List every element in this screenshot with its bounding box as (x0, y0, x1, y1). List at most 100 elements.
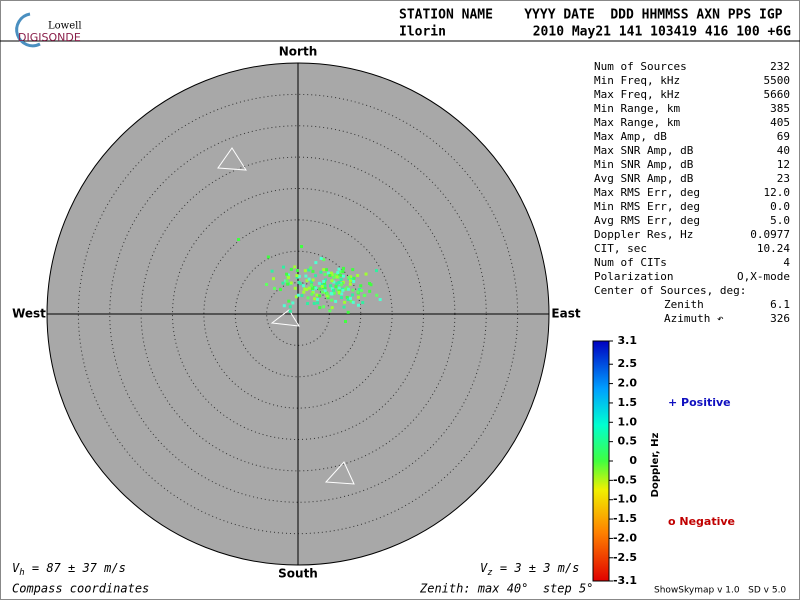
source-dot (311, 269, 315, 273)
source-dot (315, 293, 319, 297)
colorbar-tick-label: -2.5 (613, 551, 637, 564)
stat-value: 4 (783, 256, 790, 269)
source-dot (306, 296, 310, 300)
source-dot (288, 305, 292, 309)
source-dot (325, 292, 329, 296)
source-dot (356, 303, 360, 307)
colorbar-tick-label: -3.1 (613, 574, 637, 587)
source-dot (307, 277, 311, 281)
azimuth-value: 326 (770, 312, 790, 325)
source-dot (322, 279, 326, 283)
source-dot (311, 278, 315, 282)
source-dot (326, 271, 330, 275)
source-dot (312, 285, 316, 289)
source-dot (304, 274, 308, 278)
antenna-marker (324, 461, 355, 485)
source-dot (375, 293, 379, 297)
source-dot (335, 282, 339, 286)
source-dot (361, 301, 365, 305)
source-dot (341, 266, 345, 270)
source-dot (323, 286, 327, 290)
vh-rest: = 87 ± 37 m/s (25, 561, 126, 575)
source-dot (318, 294, 322, 298)
source-dot (325, 268, 329, 272)
stat-label: Num of CITs (594, 256, 667, 269)
source-dot (305, 279, 309, 283)
colorbar-tick-label: 1.5 (618, 396, 638, 409)
source-dot (323, 283, 327, 287)
source-dot (300, 245, 303, 248)
stats-table: Num of Sources 232 Min Freq, kHz 5500 Max Fr… (594, 60, 790, 325)
source-dot (351, 293, 355, 297)
source-dot (287, 299, 291, 303)
source-dot (300, 294, 304, 298)
stat-value: 12 (777, 158, 790, 171)
colorbar-tick-label: -2.0 (613, 531, 637, 544)
source-dot (335, 275, 339, 279)
source-dot (330, 287, 334, 291)
source-dot (356, 295, 360, 299)
vh-v: V (12, 561, 20, 575)
source-dot (319, 270, 323, 274)
stat-label: Max RMS Err, deg (594, 186, 700, 199)
source-dot (351, 288, 355, 292)
source-dot (346, 297, 350, 301)
source-dot (303, 269, 307, 273)
source-dot (295, 268, 299, 272)
logo-top: Lowell (48, 21, 82, 32)
negative-legend: o Negative (668, 515, 735, 528)
source-dot (305, 288, 309, 292)
source-dot (351, 268, 355, 272)
source-dot (311, 287, 315, 291)
source-dot (350, 277, 354, 281)
skymap (46, 62, 550, 566)
source-dot (289, 281, 293, 285)
source-dot (316, 301, 320, 305)
source-dot (318, 287, 322, 291)
stat-label: Min Range, km (594, 102, 680, 115)
stat-label: Min SNR Amp, dB (594, 158, 694, 171)
source-dot (368, 289, 372, 293)
stat-value: 405 (770, 116, 790, 129)
source-dot (334, 299, 338, 303)
source-dot (288, 309, 292, 313)
source-dot (357, 287, 361, 291)
colorbar-tick-label: 0.5 (618, 435, 638, 448)
stat-value: 5660 (764, 88, 791, 101)
source-dot (332, 275, 336, 279)
source-dot (368, 282, 371, 285)
source-dot (309, 283, 313, 287)
source-dot (310, 280, 314, 284)
source-dot (272, 277, 276, 281)
stat-label: Max Range, km (594, 116, 680, 129)
source-dot (339, 277, 343, 281)
source-dot (285, 279, 289, 283)
source-dot (352, 276, 356, 280)
source-dot (340, 292, 344, 296)
source-dot (332, 288, 336, 292)
source-dot (330, 279, 334, 283)
version: ShowSkymap v 1.0 SD v 5.0 (654, 586, 786, 596)
source-dot (323, 272, 327, 276)
source-dot (307, 268, 311, 272)
colorbar-tick-label: 2.0 (618, 377, 638, 390)
source-dot (336, 271, 340, 275)
source-dot (344, 320, 347, 323)
source-dot (339, 296, 343, 300)
positive-legend: + Positive (668, 396, 731, 409)
source-dot (311, 291, 315, 295)
stat-value: 10.24 (757, 242, 790, 255)
stat-value: 385 (770, 102, 790, 115)
vh-sub: h (19, 568, 24, 578)
source-dot (286, 273, 290, 277)
source-dot (323, 281, 327, 285)
source-dot (360, 288, 364, 292)
source-dot (374, 269, 378, 273)
source-dot (324, 278, 328, 282)
colorbar-tick-label: -1.5 (613, 512, 637, 525)
source-dot (352, 280, 356, 284)
source-dot (349, 299, 353, 303)
source-dot (317, 281, 321, 285)
logo-arc (15, 12, 41, 48)
